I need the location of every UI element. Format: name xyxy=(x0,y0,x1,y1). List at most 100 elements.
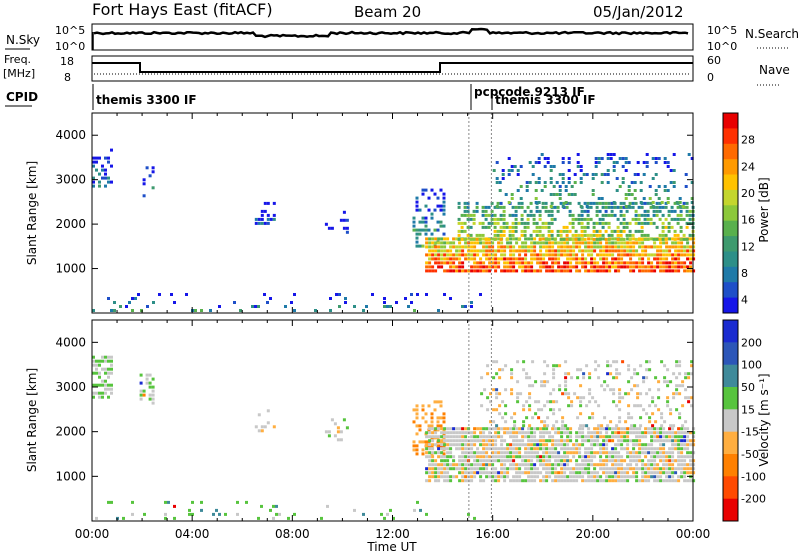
range-cell xyxy=(565,205,569,209)
range-cell xyxy=(491,471,495,475)
range-cell xyxy=(566,439,570,443)
range-cell xyxy=(662,257,666,261)
range-cell xyxy=(587,447,591,451)
range-cell xyxy=(494,447,498,451)
range-cell xyxy=(602,451,606,455)
range-cell xyxy=(586,217,590,221)
range-cell xyxy=(560,245,564,249)
range-cell xyxy=(548,455,552,459)
range-cell xyxy=(455,237,459,241)
range-cell xyxy=(566,479,570,483)
range-cell xyxy=(415,232,419,236)
range-cell xyxy=(622,201,626,205)
range-cell xyxy=(473,467,477,471)
range-cell xyxy=(101,359,104,363)
range-cell xyxy=(418,440,422,444)
range-cell xyxy=(437,447,441,451)
range-cell xyxy=(460,225,464,229)
range-cell xyxy=(668,447,672,451)
range-cell xyxy=(607,213,611,217)
range-cell xyxy=(587,249,591,253)
range-cell xyxy=(554,257,558,261)
range-cell xyxy=(421,192,425,196)
range-cell xyxy=(596,269,600,273)
range-cell xyxy=(612,360,616,364)
range-cell xyxy=(260,217,264,221)
range-cell xyxy=(371,293,374,296)
range-cell xyxy=(449,435,453,439)
range-cell xyxy=(654,404,658,408)
range-cell xyxy=(623,431,627,435)
range-cell xyxy=(412,440,416,444)
range-cell xyxy=(566,443,570,447)
range-cell xyxy=(620,439,624,443)
range-cell xyxy=(344,301,347,304)
range-cell xyxy=(532,221,536,225)
range-cell xyxy=(633,384,637,388)
range-cell xyxy=(692,237,696,241)
range-cell xyxy=(555,181,559,184)
range-cell xyxy=(535,233,539,237)
range-cell xyxy=(344,297,347,300)
range-cell xyxy=(692,253,696,257)
range-cell xyxy=(675,384,679,388)
range-cell xyxy=(639,404,643,408)
range-cell xyxy=(415,244,419,248)
range-cell xyxy=(579,400,583,404)
range-cell xyxy=(500,241,504,245)
range-cell xyxy=(628,201,632,205)
range-cell xyxy=(671,241,675,245)
range-cell xyxy=(557,257,561,261)
colorbar-segment xyxy=(723,454,738,477)
range-cell xyxy=(540,408,544,412)
range-cell xyxy=(529,233,533,237)
range-cell xyxy=(577,221,581,225)
range-cell xyxy=(503,467,507,471)
range-cell xyxy=(533,241,537,245)
range-cell xyxy=(101,176,104,180)
range-cell xyxy=(500,253,504,257)
noise-panel-frame xyxy=(91,23,694,51)
range-cell xyxy=(575,431,579,435)
range-cell xyxy=(449,265,453,269)
range-cell xyxy=(455,427,459,431)
range-cell xyxy=(650,463,654,467)
colorbar-segment xyxy=(723,266,738,283)
range-cell xyxy=(470,265,474,269)
range-cell xyxy=(415,412,419,416)
range-cell xyxy=(524,269,528,273)
range-cell xyxy=(142,389,146,393)
range-cell xyxy=(677,439,681,443)
range-cell xyxy=(521,427,525,431)
range-cell xyxy=(677,237,681,241)
range-cell xyxy=(554,443,558,447)
range-cell xyxy=(686,431,690,435)
range-cell xyxy=(560,447,564,451)
range-cell xyxy=(482,431,486,435)
range-cell xyxy=(461,467,465,471)
range-cell xyxy=(488,459,492,463)
range-cell xyxy=(506,245,510,249)
range-cell xyxy=(605,269,609,273)
range-cell xyxy=(101,391,104,395)
range-cell xyxy=(615,161,619,164)
nsearch-label: N.Search xyxy=(745,27,799,41)
range-cell xyxy=(554,261,558,265)
range-cell xyxy=(421,452,425,456)
range-cell xyxy=(572,253,576,257)
range-cell xyxy=(582,376,586,380)
range-cell xyxy=(682,233,686,237)
range-cell xyxy=(644,447,648,451)
range-cell xyxy=(428,439,432,443)
range-cell xyxy=(569,265,573,269)
range-cell xyxy=(690,404,694,408)
range-cell xyxy=(662,479,666,483)
range-cell xyxy=(433,192,437,196)
range-cell xyxy=(434,257,438,261)
range-cell xyxy=(642,197,646,200)
range-cell xyxy=(679,209,683,213)
range-cell xyxy=(458,265,462,269)
range-cell xyxy=(449,451,453,455)
range-cell xyxy=(466,213,470,217)
range-cell xyxy=(637,229,641,233)
